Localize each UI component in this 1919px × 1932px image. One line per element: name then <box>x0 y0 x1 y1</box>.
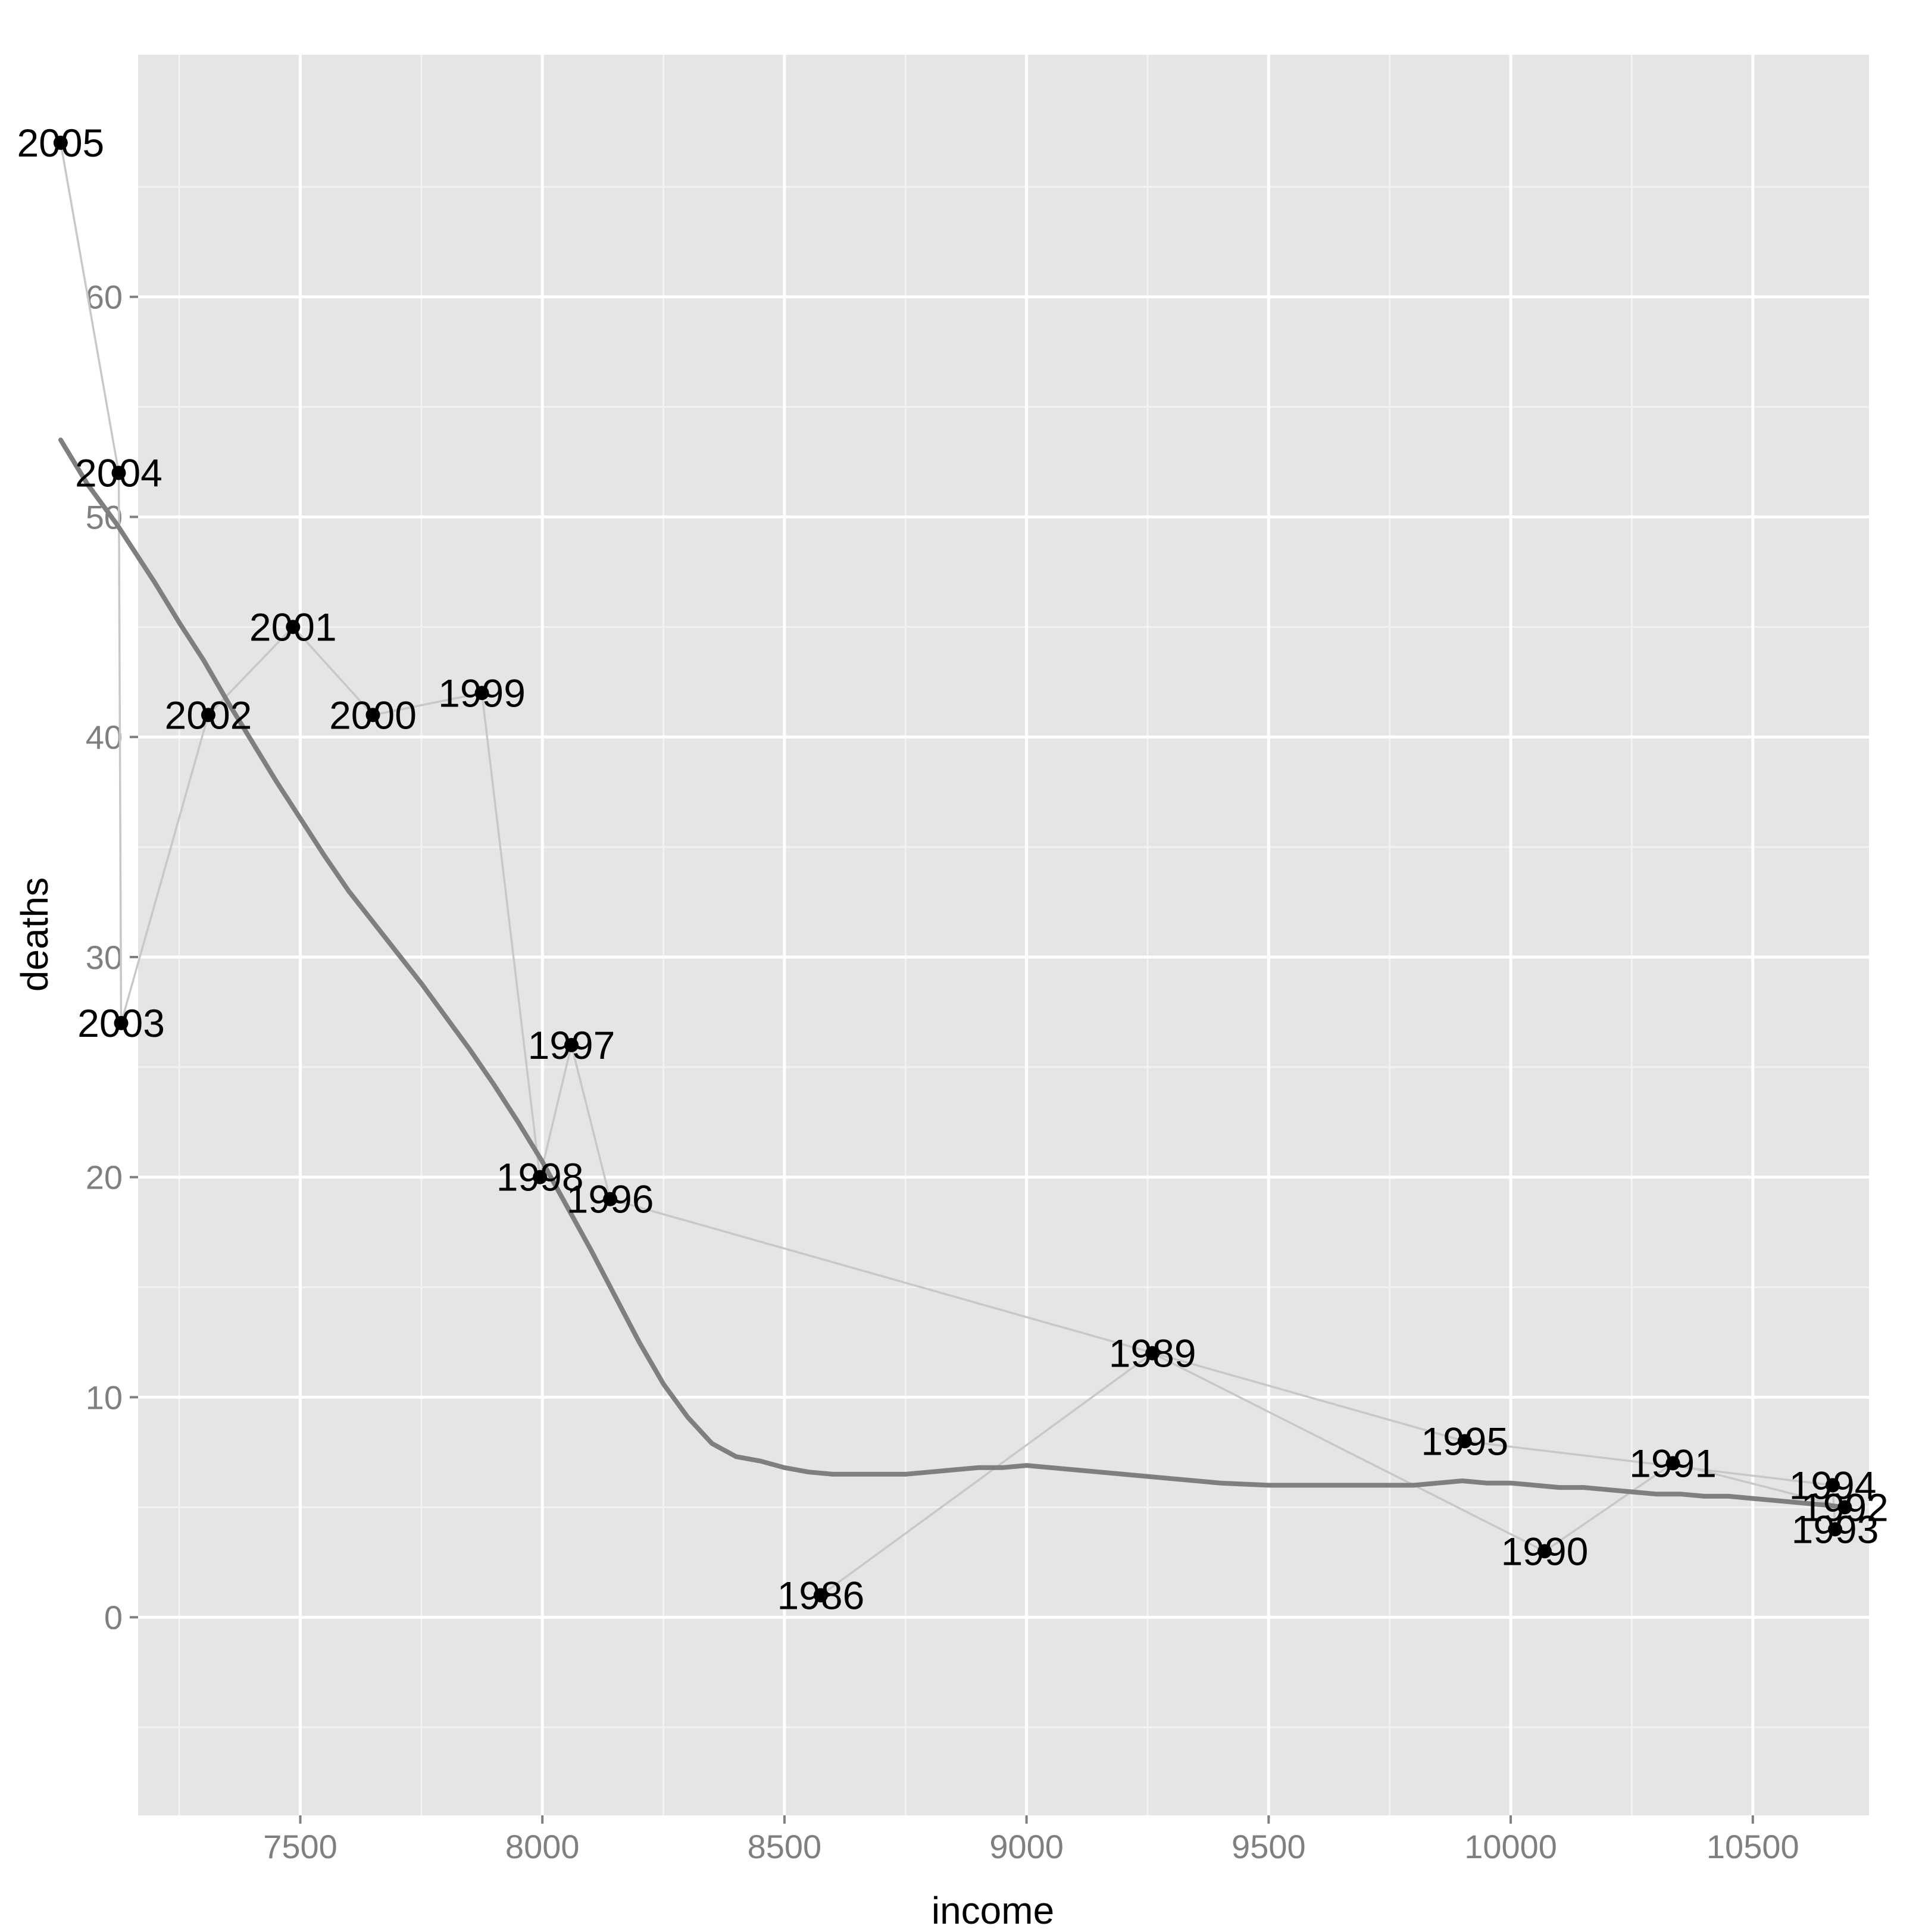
data-point-2005 <box>53 135 68 150</box>
x-tick-label: 10000 <box>1464 1828 1557 1865</box>
point-label-1994: 1994 <box>1789 1463 1877 1507</box>
plot-panel <box>138 55 1869 1815</box>
data-point-2001 <box>286 620 301 634</box>
major-gridlines <box>138 55 1869 1815</box>
data-point-1990 <box>1537 1544 1552 1559</box>
point-label-2002: 2002 <box>165 693 252 737</box>
data-point-1994 <box>1825 1478 1840 1493</box>
point-label-2003: 2003 <box>77 1001 165 1045</box>
y-axis-title: deaths <box>13 877 56 992</box>
x-tick-label: 8000 <box>505 1828 580 1865</box>
data-point-1998 <box>533 1170 548 1184</box>
point-label-1997: 1997 <box>528 1023 615 1067</box>
point-label-1986: 1986 <box>777 1573 865 1617</box>
x-axis-title: income <box>932 1889 1054 1932</box>
point-label-2000: 2000 <box>329 693 417 737</box>
point-label-1992: 1992 <box>1801 1485 1889 1529</box>
point-label-1996: 1996 <box>567 1177 654 1221</box>
smooth-trend-line <box>58 437 1848 1510</box>
y-tick-label: 10 <box>86 1378 123 1416</box>
x-tick-label: 9000 <box>989 1828 1064 1865</box>
y-tick-label: 20 <box>86 1159 123 1196</box>
year-path-line <box>60 142 1846 1596</box>
minor-gridlines <box>138 55 1869 1815</box>
point-label-1989: 1989 <box>1109 1331 1196 1375</box>
point-label-1993: 1993 <box>1792 1507 1879 1551</box>
data-point-1993 <box>1828 1522 1843 1537</box>
point-label-1998: 1998 <box>496 1155 584 1199</box>
data-point-1996 <box>603 1192 618 1206</box>
data-points <box>53 135 1852 1603</box>
point-label-2001: 2001 <box>249 605 337 649</box>
point-label-1990: 1990 <box>1501 1529 1589 1573</box>
data-point-2000 <box>365 708 380 723</box>
point-label-1999: 1999 <box>438 671 526 715</box>
point-label-2004: 2004 <box>75 451 162 495</box>
data-point-1992 <box>1837 1500 1852 1515</box>
y-tick-label: 0 <box>104 1599 123 1636</box>
x-axis: 7500 8000 8500 9000 9500 10000 10500 <box>263 1815 1799 1865</box>
x-tick-label: 9500 <box>1232 1828 1306 1865</box>
data-point-1997 <box>564 1037 579 1052</box>
data-point-2004 <box>111 465 126 480</box>
data-point-1989 <box>1145 1346 1160 1361</box>
x-tick-label: 10500 <box>1707 1828 1799 1865</box>
point-label-1995: 1995 <box>1421 1419 1508 1463</box>
x-tick-label: 7500 <box>263 1828 337 1865</box>
y-tick-label: 30 <box>86 939 123 976</box>
data-point-1986 <box>813 1588 828 1603</box>
data-point-2003 <box>114 1015 129 1030</box>
point-label-2005: 2005 <box>17 121 104 165</box>
data-point-2002 <box>201 708 215 723</box>
y-tick-label: 60 <box>86 279 123 316</box>
data-point-1991 <box>1665 1456 1680 1471</box>
data-point-1999 <box>474 686 489 701</box>
x-tick-label: 8500 <box>748 1828 822 1865</box>
point-label-1991: 1991 <box>1629 1441 1717 1485</box>
data-point-1995 <box>1457 1434 1472 1449</box>
y-tick-label: 40 <box>86 718 123 756</box>
